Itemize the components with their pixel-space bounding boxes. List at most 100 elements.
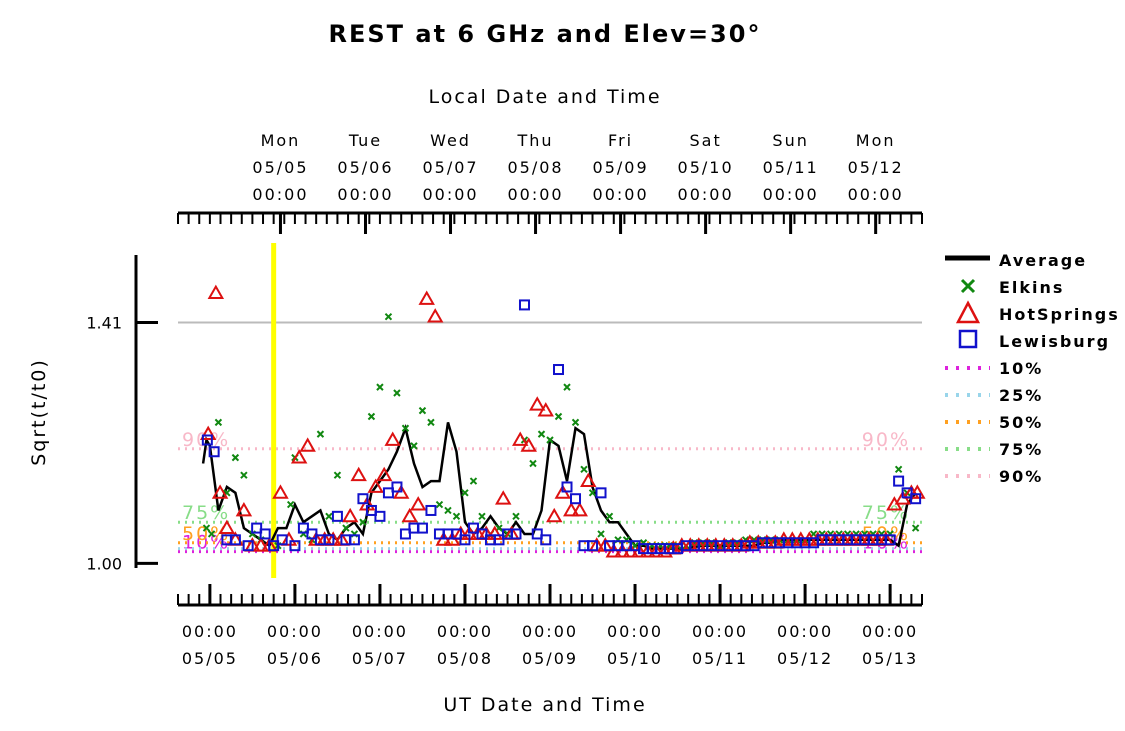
percentile-label-right: 75% <box>862 502 910 524</box>
legend-label: 75% <box>999 440 1043 459</box>
data-point-hotsprings <box>235 501 253 517</box>
top-tick-dow: Mon <box>856 131 896 150</box>
bottom-tick-time: 00:00 <box>862 622 918 641</box>
bottom-tick-time: 00:00 <box>777 622 833 641</box>
data-point-hotsprings <box>639 543 657 558</box>
data-point-lewisburg <box>595 487 607 499</box>
series-elkins <box>202 312 920 550</box>
data-point-lewisburg <box>208 446 220 458</box>
legend: Average Elkins HotSprings Lewisburg 10% 25% 50… <box>945 251 1118 486</box>
legend-swatch-lewisburg <box>958 329 978 349</box>
data-point-elkins <box>359 518 367 526</box>
data-point-lewisburg <box>570 493 582 505</box>
reference-lines <box>178 243 922 578</box>
data-point-elkins <box>376 383 384 391</box>
top-tick-date: 05/07 <box>422 158 478 177</box>
data-point-lewisburg <box>306 528 318 540</box>
data-point-lewisburg <box>374 510 386 522</box>
data-point-elkins <box>286 500 295 509</box>
data-point-lewisburg <box>493 534 505 546</box>
bottom-tick-time: 00:00 <box>437 622 493 641</box>
legend-label: 25% <box>999 386 1043 405</box>
data-point-lewisburg <box>382 487 394 499</box>
data-point-hotsprings <box>367 478 384 493</box>
data-point-elkins <box>588 489 597 497</box>
data-point-elkins <box>316 430 325 438</box>
data-point-lewisburg <box>297 522 309 534</box>
data-point-elkins <box>563 383 571 391</box>
top-tick-dow: Wed <box>430 131 471 150</box>
data-point-elkins <box>529 459 537 468</box>
data-point-hotsprings <box>529 396 546 411</box>
top-tick-time: 00:00 <box>678 185 734 204</box>
top-tick-time: 00:00 <box>422 185 478 204</box>
legend-label: Elkins <box>999 278 1064 297</box>
data-point-hotsprings <box>546 507 563 523</box>
data-point-lewisburg <box>587 540 599 552</box>
data-point-hotsprings <box>418 290 435 305</box>
legend-label: 50% <box>999 413 1043 432</box>
top-tick-date: 05/05 <box>252 158 308 177</box>
data-point-lewisburg <box>391 481 403 493</box>
data-point-elkins <box>452 512 461 521</box>
data-point-elkins <box>580 465 588 474</box>
bottom-tick-date: 05/10 <box>607 649 663 668</box>
data-point-elkins <box>554 412 563 421</box>
data-point-elkins <box>325 512 333 521</box>
bottom-tick-date: 05/07 <box>352 649 408 668</box>
data-point-hotsprings <box>648 543 665 558</box>
series-hotsprings <box>199 284 926 558</box>
data-point-hotsprings <box>199 425 217 440</box>
top-tick-date: 05/09 <box>593 158 649 177</box>
data-point-elkins <box>342 524 350 532</box>
data-point-elkins <box>333 471 342 479</box>
data-point-lewisburg <box>365 504 377 516</box>
bottom-tick-time: 00:00 <box>522 622 578 641</box>
data-point-lewisburg <box>910 493 922 505</box>
data-point-lewisburg <box>553 364 565 376</box>
legend-label: 90% <box>999 467 1043 486</box>
data-point-hotsprings <box>409 496 427 511</box>
data-point-elkins <box>444 506 452 515</box>
x-axis-label: UT Date and Time <box>443 694 646 716</box>
chart-title: REST at 6 GHz and Elev=30° <box>329 20 762 48</box>
data-point-lewisburg <box>425 504 437 516</box>
top-axis-label: Local Date and Time <box>428 86 661 108</box>
data-point-lewisburg <box>323 534 335 546</box>
data-point-elkins <box>410 442 418 450</box>
top-tick-dow: Sat <box>689 131 721 150</box>
data-point-hotsprings <box>571 501 588 517</box>
data-point-hotsprings <box>252 537 270 552</box>
legend-label: Average <box>999 251 1087 270</box>
data-point-elkins <box>231 453 240 462</box>
data-point-lewisburg <box>561 481 573 493</box>
data-point-hotsprings <box>495 490 512 505</box>
series-lewisburg <box>201 299 922 555</box>
data-point-lewisburg <box>348 534 360 546</box>
data-point-hotsprings <box>272 484 289 499</box>
data-point-lewisburg <box>531 528 543 540</box>
top-tick-dow: Sun <box>772 131 808 150</box>
top-tick-time: 00:00 <box>337 185 393 204</box>
data-point-elkins <box>894 465 903 474</box>
data-point-hotsprings <box>218 519 236 534</box>
data-point-lewisburg <box>259 528 271 540</box>
bottom-tick-date: 05/09 <box>522 649 578 668</box>
top-tick-date: 05/08 <box>507 158 563 177</box>
data-point-lewisburg <box>289 540 301 552</box>
bottom-tick-date: 05/08 <box>437 649 493 668</box>
data-point-elkins <box>512 512 520 521</box>
top-tick-date: 05/12 <box>848 158 904 177</box>
top-tick-dow: Tue <box>348 131 382 150</box>
data-point-lewisburg <box>476 528 488 540</box>
bottom-tick-time: 00:00 <box>267 622 323 641</box>
data-point-elkins <box>240 471 248 479</box>
data-point-lewisburg <box>242 540 254 552</box>
y-tick-label: 1.41 <box>86 314 122 333</box>
data-point-hotsprings <box>512 431 529 446</box>
data-point-lewisburg <box>416 522 428 534</box>
data-point-hotsprings <box>384 431 401 446</box>
data-point-elkins <box>605 512 614 521</box>
legend-label: Lewisburg <box>999 332 1110 351</box>
axes: 1.00 1.41 00:00 05/05 00:00 05/06 00:00 05/07 00… <box>86 131 923 668</box>
